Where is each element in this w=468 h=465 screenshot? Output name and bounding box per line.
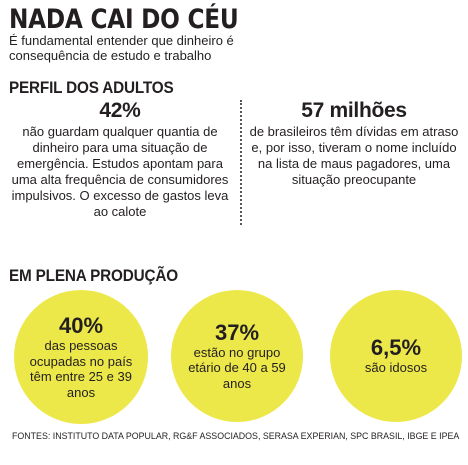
stat-block-savings: 42% não guardam qualquer quantia de dinh… — [10, 99, 230, 220]
circle-description: das pessoas ocupadas no país têm entre 2… — [29, 338, 133, 400]
sources-footnote: FONTES: INSTITUTO DATA POPULAR, RG&F ASS… — [12, 431, 460, 442]
circle-value: 37% — [214, 319, 260, 345]
circle-description: estão no grupo etário de 40 a 59 anos — [188, 344, 286, 391]
stat-circle-elderly: 6,5% são idosos — [330, 290, 462, 422]
stat-value: 42% — [99, 99, 141, 122]
stat-value: 57 milhões — [301, 99, 407, 122]
section-heading-adults: PERFIL DOS ADULTOS — [9, 78, 174, 97]
page-title: NADA CAI DO CÉU — [9, 4, 239, 35]
stat-description: de brasileiros têm dívidas em atraso e, … — [249, 124, 459, 187]
stat-circle-age-25-39: 40% das pessoas ocupadas no país têm ent… — [14, 290, 148, 424]
page-subtitle: É fundamental entender que dinheiro é co… — [9, 33, 234, 63]
section-heading-production: EM PLENA PRODUÇÃO — [9, 266, 178, 285]
stat-description: não guardam qualquer quantia de dinheiro… — [11, 124, 229, 219]
stat-circle-age-40-59: 37% estão no grupo etário de 40 a 59 ano… — [171, 290, 303, 422]
dotted-divider — [240, 100, 242, 225]
stat-block-debts: 57 milhões de brasileiros têm dívidas em… — [248, 99, 460, 188]
circle-description: são idosos — [364, 360, 428, 376]
circle-value: 6,5% — [370, 335, 422, 361]
circle-value: 40% — [58, 313, 104, 338]
